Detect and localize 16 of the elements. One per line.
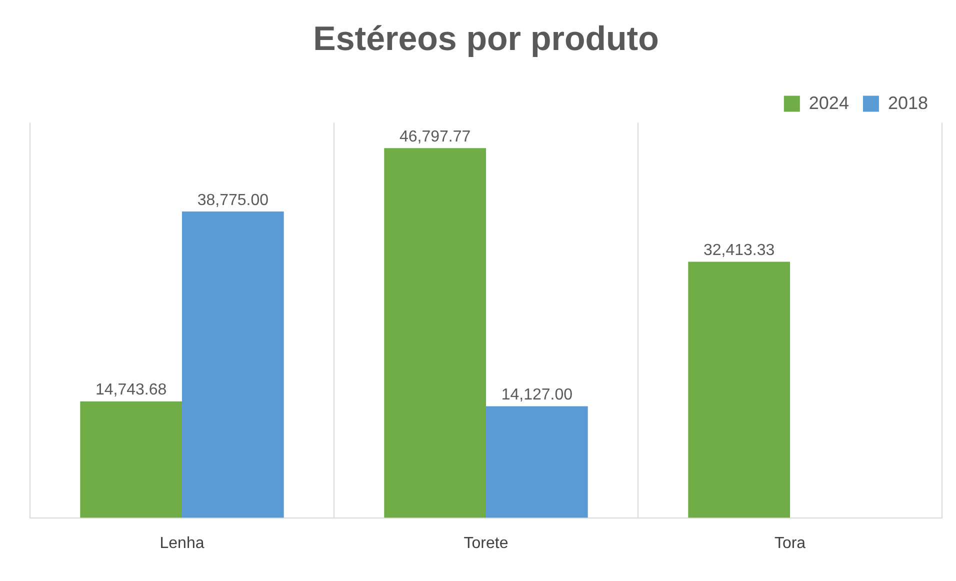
bar <box>486 406 588 518</box>
legend-label: 2018 <box>888 92 928 113</box>
bar <box>688 262 790 518</box>
bar <box>384 148 486 518</box>
data-label: 14,743.68 <box>95 382 167 399</box>
x-tick-label: Lenha <box>160 534 204 552</box>
data-label: 14,127.00 <box>501 386 573 404</box>
bar <box>182 211 284 518</box>
legend-label: 2024 <box>808 92 849 113</box>
data-label: 46,797.77 <box>399 128 471 146</box>
data-label: 38,775.00 <box>197 192 269 209</box>
bar <box>80 401 182 518</box>
x-tick-label: Tora <box>774 534 806 552</box>
chart-title: Estéreos por produto <box>313 20 659 58</box>
data-label: 32,413.33 <box>703 242 775 260</box>
x-tick-label: Torete <box>464 534 508 552</box>
